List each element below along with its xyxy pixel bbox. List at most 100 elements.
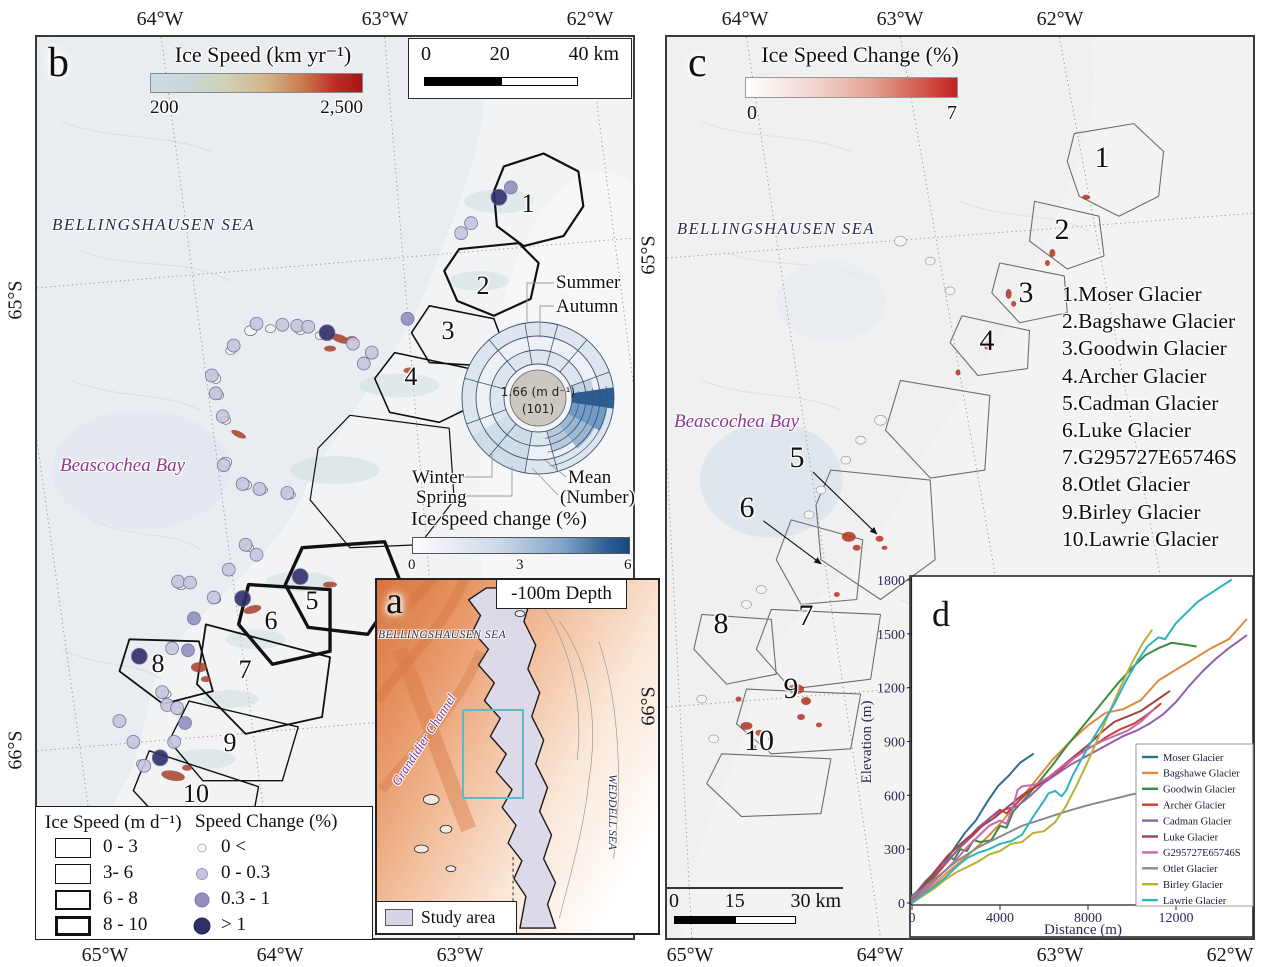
scale-bar-b: 0 20 40 km [408,38,632,99]
ice-speed-colorbar-max: 2,500 [320,97,363,118]
speedup-patch [852,544,861,551]
speedup-patch [190,662,207,673]
legend-entry-label: Birley Glacier [1163,880,1223,891]
speed-change-dot [252,482,267,496]
legend-entry-label: Otlet Glacier [1163,864,1218,875]
x-tick-label: 0 [909,911,916,926]
change-class-dot [193,917,211,935]
scale-tick: 15 [724,890,745,912]
series-line [911,629,1153,904]
change-class-label: > 1 [221,914,246,935]
glacier-number-c: 9 [783,672,799,705]
longitude-label: 63°W [361,8,409,30]
glacier-list-item: 8.Otlet Glacier [1062,472,1190,497]
speed-change-cb-min: 0 [747,102,757,124]
study-area-legend: Study area [376,901,517,934]
speed-change-dot [155,685,170,699]
legend-entry-label: Archer Glacier [1163,801,1226,812]
bay-label-c: Beascochea Bay [674,411,800,432]
glacier-number-b: 1 [521,189,535,218]
glacier-name-list: 1.Moser Glacier 2.Bagshawe Glacier 3.Goodw… [1062,281,1237,553]
speedup-patch [801,697,812,706]
series-line [911,618,1248,904]
speed-change-dot [364,345,379,360]
speed-change-dot [318,324,336,342]
speed-change-dot [356,356,371,371]
speed-change-patches-c [735,194,1091,749]
speedup-patch [768,736,775,742]
speed-change-dot [454,226,469,240]
speed-change-dot [208,386,223,401]
sea-label-c: BELLINGSHAUSEN SEA [677,219,875,238]
change-class-dot [197,843,207,853]
polar-callout-lines [462,282,567,497]
legend-entry-label: Cadman Glacier [1163,816,1232,827]
seasonal-polar-plot: 1.66 (m d⁻¹) (101) [461,282,615,497]
speed-change-dot [171,574,185,589]
longitude-label: 65°W [666,944,714,966]
longitude-label: 62°W [1206,944,1254,966]
speedup-patch [330,333,350,344]
glacier-number-c: 2 [1054,213,1070,246]
beascochea-bay-water [51,410,231,530]
speed-change-dot [275,317,290,332]
speed-class-swatch [55,890,91,910]
scale-tick: 0 [421,43,431,65]
scale-bar-c-ticks: 0 15 30 km [669,890,841,913]
longitude-label: 64°W [256,944,304,966]
glacier-list-item: 4.Archer Glacier [1062,363,1207,388]
ice-speed-colorbar-min: 200 [150,97,179,118]
speedup-patch [1005,288,1012,299]
speed-class-swatch [55,864,91,884]
chart-legend-box [1135,743,1254,907]
y-axis-label: Elevation (m) [859,701,875,784]
glacier-list-item: 9.Birley Glacier [1062,499,1201,524]
glacier-number-b: 3 [441,316,455,345]
grandidier-channel-trough [392,646,477,833]
y-tick-label: 300 [884,843,905,858]
speed-change-dot [165,641,179,656]
glacier-number-b: 8 [151,649,165,678]
speedup-patch [1082,194,1091,200]
legend-entry-label: Bagshawe Glacier [1163,769,1240,780]
speed-change-colorbar [745,77,958,98]
speed-change-dot [400,311,415,326]
glacier-number-b: 5 [305,586,319,615]
polar-center-value: 1.66 (m d⁻¹) [501,385,575,399]
latitude-label: 66°S [637,686,660,726]
longitude-label: 63°W [1036,944,1084,966]
panel-d-letter: d [932,594,950,634]
legend-speed-title: Ice Speed (m d⁻¹) [45,812,182,833]
speed-change-dot [187,611,201,626]
panel-d-chart: 0 300 600 900 1200 1500 1800 0 4000 8000 12000 Elev… [855,570,1259,946]
scale-bar-c-black [674,916,735,924]
speed-change-dot [249,547,264,562]
speed-change-dot [238,537,253,552]
polar-label-number: (Number) [560,487,635,508]
glacier-number-b: 7 [238,655,252,684]
longitude-label: 64°W [136,8,184,30]
change-cb-tick-6: 6 [624,557,632,573]
change-class-label: 0 < [221,836,246,857]
longitude-label: 63°W [876,8,924,30]
study-area-swatch [385,909,413,926]
speedup-patch [815,722,822,728]
glacier-number-b: 6 [264,606,278,635]
speedup-patch [324,345,336,352]
speedup-patch [881,545,888,550]
speedup-patch [983,341,990,350]
study-area-peninsula [467,587,557,929]
speedup-patch [403,367,416,374]
latitude-label: 65°S [4,280,27,320]
speed-change-dot [137,758,152,773]
legend-change-title: Speed Change (%) [195,811,338,832]
speedup-patch [243,604,262,614]
change-cb-tick-0: 0 [408,557,416,573]
sea-label-a: BELLINGSHAUSEN SEA [378,629,507,641]
scale-bar-segment-black [424,77,501,86]
speed-change-dot [112,714,127,728]
scale-tick: 20 [489,43,510,65]
longitude-label: 62°W [566,8,614,30]
speed-change-dot [170,701,184,715]
